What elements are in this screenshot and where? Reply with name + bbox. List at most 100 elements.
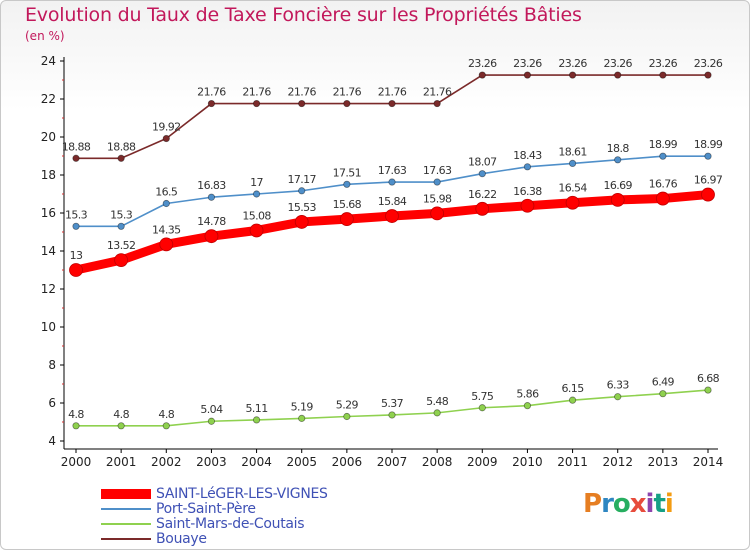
data-point <box>433 99 441 108</box>
data-label: 4.8 <box>68 408 84 421</box>
x-tick-label: 2009 <box>467 455 498 469</box>
data-point <box>343 99 351 108</box>
x-tick-label: 2013 <box>648 455 679 469</box>
data-label: 15.98 <box>423 192 452 205</box>
data-label: 5.75 <box>471 390 494 403</box>
data-point <box>159 237 174 252</box>
data-point <box>252 416 261 424</box>
data-point <box>568 396 577 404</box>
data-point <box>117 154 125 162</box>
data-label: 5.11 <box>246 402 268 415</box>
data-label: 4.8 <box>113 408 129 421</box>
data-label: 17.51 <box>333 166 362 179</box>
data-point <box>388 99 396 108</box>
data-label: 16.97 <box>694 174 723 187</box>
data-point <box>388 178 396 186</box>
data-point <box>704 71 712 79</box>
data-point <box>162 134 170 143</box>
data-label: 23.26 <box>694 57 723 70</box>
data-point <box>478 170 486 178</box>
data-point <box>114 253 129 268</box>
data-label: 5.37 <box>381 397 404 410</box>
data-label: 14.78 <box>197 215 226 228</box>
legend-label: Saint-Mars-de-Coutais <box>156 516 305 532</box>
y-tick-label: 22 <box>41 92 56 106</box>
x-tick-label: 2004 <box>241 455 272 469</box>
x-tick-label: 2014 <box>693 455 724 469</box>
data-label: 5.48 <box>426 395 449 408</box>
data-point <box>117 222 125 230</box>
data-point <box>339 212 354 226</box>
data-label: 5.29 <box>336 398 359 411</box>
data-point <box>655 191 670 206</box>
data-label: 18.61 <box>558 145 587 158</box>
data-label: 14.35 <box>152 223 181 236</box>
legend-swatch <box>101 508 151 510</box>
data-label: 4.8 <box>158 408 174 421</box>
data-point <box>294 215 309 229</box>
x-tick-label: 2006 <box>332 455 363 469</box>
data-label: 23.26 <box>468 57 497 70</box>
x-tick-label: 2002 <box>151 455 182 469</box>
data-point <box>565 195 580 210</box>
y-tick-label: 14 <box>41 244 56 258</box>
data-label: 21.76 <box>242 86 271 99</box>
data-label: 5.04 <box>200 403 223 416</box>
data-point <box>430 206 445 221</box>
data-label: 19.92 <box>152 121 181 134</box>
data-point <box>523 402 532 410</box>
data-label: 18.07 <box>468 156 497 169</box>
data-label: 18.43 <box>513 149 542 162</box>
y-tick-label: 10 <box>41 320 56 334</box>
data-point <box>249 223 264 238</box>
data-label: 6.68 <box>697 372 720 385</box>
data-label: 21.76 <box>287 86 316 99</box>
data-label: 18.88 <box>62 140 91 153</box>
data-label: 13.52 <box>107 239 136 252</box>
legend-swatch <box>101 489 151 499</box>
data-label: 16.54 <box>558 182 587 195</box>
data-point <box>204 229 219 244</box>
data-label: 5.86 <box>516 388 539 401</box>
data-label: 15.08 <box>242 209 271 222</box>
proxiti-logo: Proxiti <box>583 489 674 519</box>
data-point <box>72 222 80 230</box>
x-tick-label: 2008 <box>422 455 453 469</box>
data-label: 15.3 <box>110 208 133 221</box>
data-point <box>252 99 261 108</box>
data-point <box>523 163 532 171</box>
data-point <box>614 393 622 401</box>
data-label: 23.26 <box>513 57 542 70</box>
data-label: 17.17 <box>287 173 316 186</box>
data-point <box>72 154 80 162</box>
legend-item: Saint-Mars-de-Coutais <box>101 516 305 532</box>
chart-unit-label: (en %) <box>25 29 65 43</box>
data-point <box>478 71 486 79</box>
data-point <box>72 422 80 430</box>
data-label: 23.26 <box>558 57 587 70</box>
data-point <box>475 201 490 216</box>
y-tick-label: 6 <box>48 396 56 410</box>
data-point <box>659 390 667 398</box>
data-point <box>704 386 712 394</box>
data-label: 15.84 <box>378 195 407 208</box>
y-tick-label: 24 <box>41 54 56 68</box>
data-point <box>520 198 535 213</box>
data-label: 18.88 <box>107 140 136 153</box>
data-point <box>659 152 667 160</box>
data-point <box>298 414 306 422</box>
data-label: 21.76 <box>197 86 226 99</box>
data-point <box>478 404 486 412</box>
data-label: 23.26 <box>649 57 678 70</box>
data-point <box>298 187 306 195</box>
data-point <box>69 263 83 277</box>
data-label: 17.63 <box>423 164 452 177</box>
data-point <box>610 192 625 207</box>
x-tick-label: 2011 <box>557 455 588 469</box>
data-label: 18.99 <box>649 138 678 151</box>
data-point <box>207 193 216 201</box>
y-tick-label: 20 <box>41 130 56 144</box>
data-point <box>614 156 622 164</box>
legend-item: SAINT-LéGER-LES-VIGNES <box>101 487 328 501</box>
